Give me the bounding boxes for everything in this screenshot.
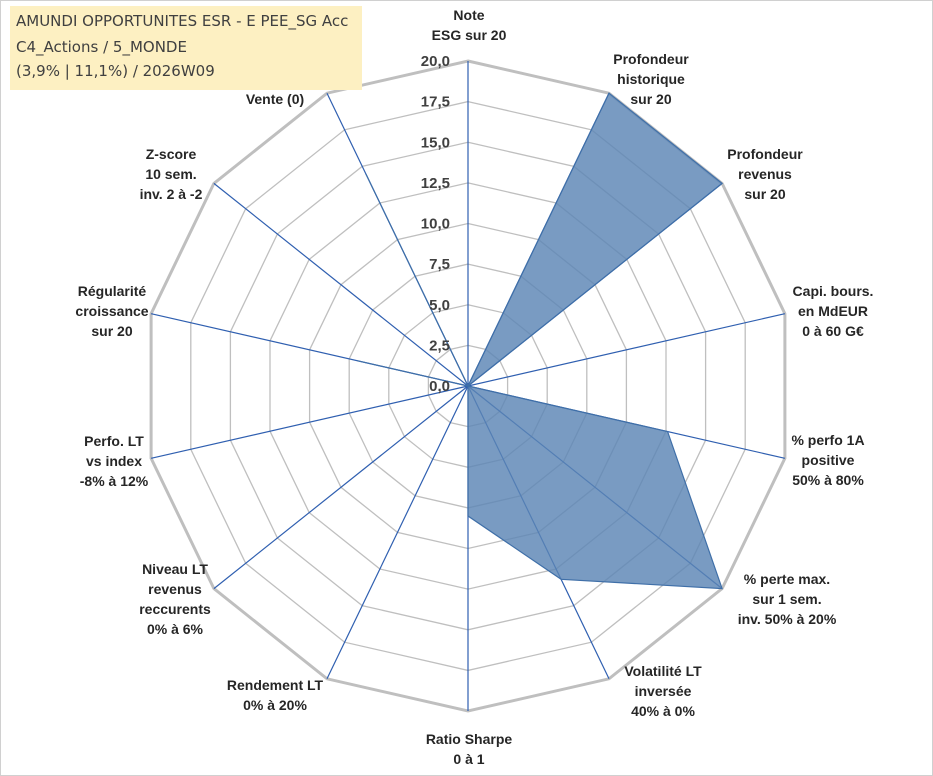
tick-label: 12,5 <box>421 175 450 192</box>
category-label: Niveau LT revenus reccurents 0% à 6% <box>139 561 211 637</box>
tick-label: 7,5 <box>429 256 450 273</box>
category-label: Régularité croissance sur 20 <box>75 283 149 339</box>
category-label: % perfo 1A positive 50% à 80% <box>791 432 865 488</box>
title-line-3: (3,9% | 11,1%) / 2026W09 <box>16 62 215 80</box>
spoke-line <box>150 385 469 459</box>
tick-label: 15,0 <box>421 134 450 151</box>
tick-label: 2,5 <box>429 337 450 354</box>
spoke-line <box>467 313 786 387</box>
category-label: % perte max. sur 1 sem. inv. 50% à 20% <box>737 571 837 627</box>
category-label: Ratio Sharpe 0 à 1 <box>425 731 513 767</box>
category-label: Note ESG sur 20 <box>431 7 507 43</box>
tick-label: 20,0 <box>421 53 450 70</box>
radar-series <box>356 92 724 590</box>
spoke-line <box>213 385 469 590</box>
category-label: Capi. bours. en MdEUR 0 à 60 G€ <box>792 283 874 339</box>
title-line-1: AMUNDI OPPORTUNITES ESR - E PEE_SG Acc <box>16 12 349 30</box>
category-label: Profondeur revenus sur 20 <box>727 146 803 202</box>
spoke-line <box>213 182 469 387</box>
category-label: Z-score 10 sem. inv. 2 à -2 <box>139 146 203 202</box>
title-box: AMUNDI OPPORTUNITES ESR - E PEE_SG Acc C… <box>10 6 362 90</box>
tick-label: 10,0 <box>421 216 450 233</box>
category-label: Rendement LT 0% à 20% <box>226 677 324 713</box>
spoke-line <box>326 385 469 680</box>
category-label: Volatilité LT inversée 40% à 0% <box>624 663 702 719</box>
category-label: Perfo. LT vs index -8% à 12% <box>79 433 149 489</box>
title-line-2: C4_Actions / 5_MONDE <box>16 38 187 56</box>
tick-label: 17,5 <box>421 94 450 111</box>
tick-label: 5,0 <box>429 297 450 314</box>
category-label: Profondeur historique sur 20 <box>613 51 689 107</box>
tick-label: 0,0 <box>429 378 450 395</box>
radar-tick-labels: 0,0 2,5 5,0 7,5 10,0 12,5 15,0 17,5 20,0 <box>421 53 450 395</box>
